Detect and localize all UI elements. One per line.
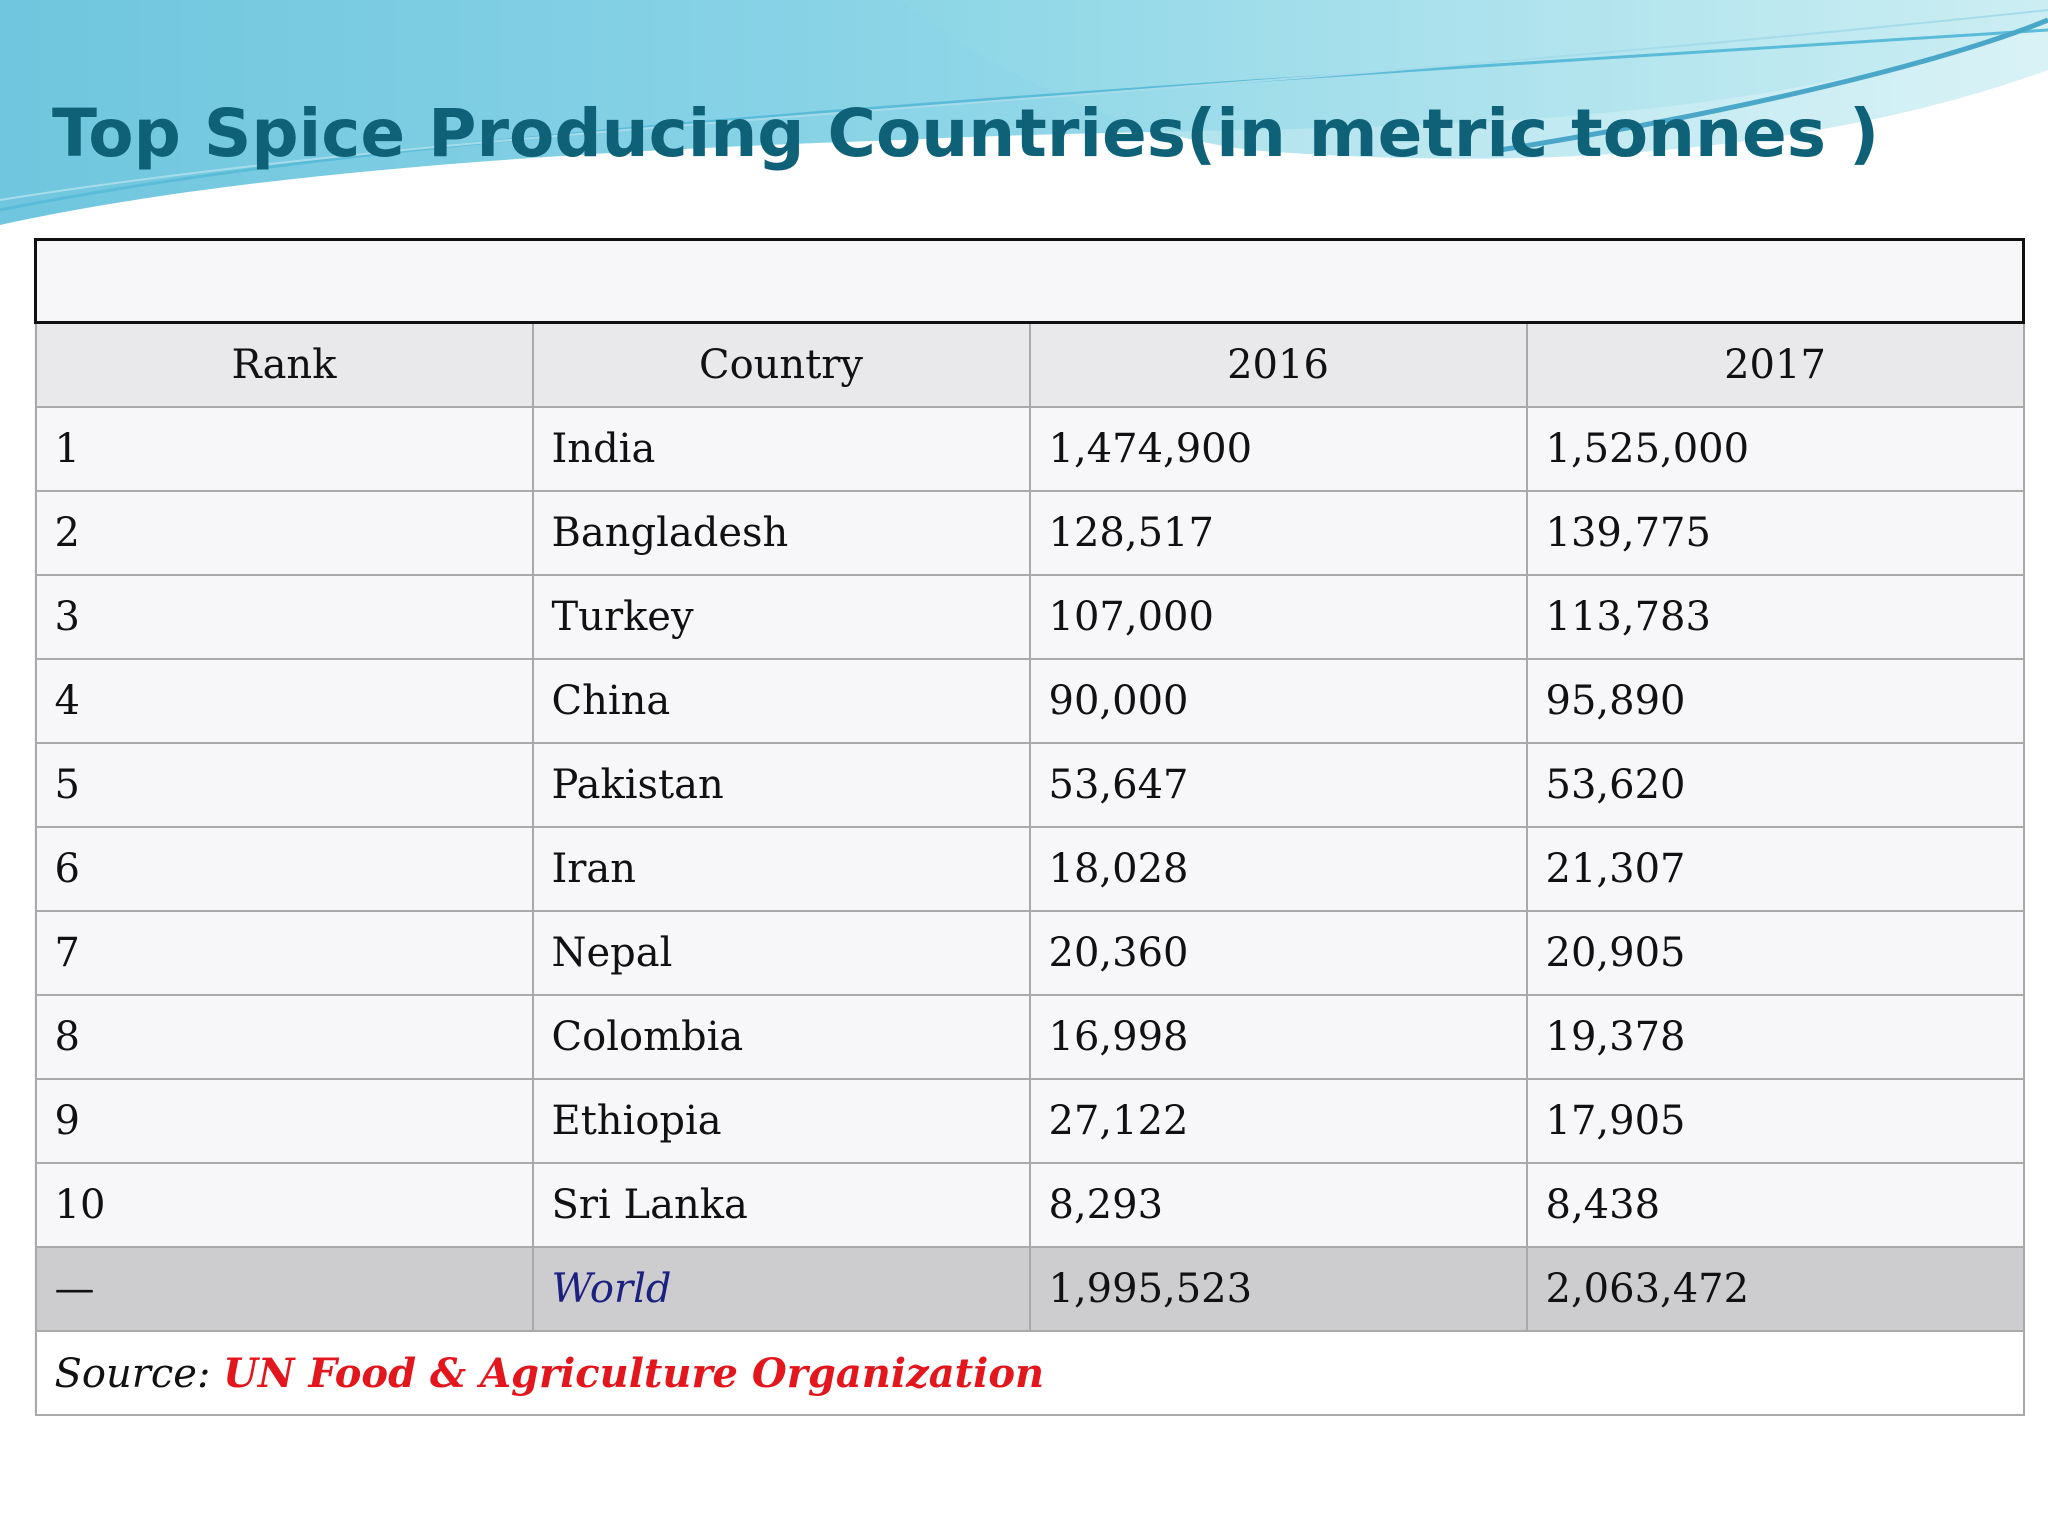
table-row: 1 India 1,474,900 1,525,000 (34, 406, 2025, 492)
world-2016-cell: 1,995,523 (1028, 1246, 1528, 1332)
source-label: Source: (54, 1350, 211, 1397)
value-2016-cell: 27,122 (1028, 1078, 1528, 1164)
table-row: 5 Pakistan 53,647 53,620 (34, 742, 2025, 828)
world-total-row: — World 1,995,523 2,063,472 (34, 1246, 2025, 1332)
rank-cell: 5 (34, 742, 534, 828)
rank-cell: 3 (34, 574, 534, 660)
country-cell: India (531, 406, 1031, 492)
header-wave-decoration (0, 0, 2048, 225)
table-row: 9 Ethiopia 27,122 17,905 (34, 1078, 2025, 1164)
value-2017-cell: 21,307 (1525, 826, 2025, 912)
value-2017-cell: 1,525,000 (1525, 406, 2025, 492)
value-2017-cell: 95,890 (1525, 658, 2025, 744)
table-row: 7 Nepal 20,360 20,905 (34, 910, 2025, 996)
table-row: 4 China 90,000 95,890 (34, 658, 2025, 744)
country-cell: Sri Lanka (531, 1162, 1031, 1248)
table-row: 2 Bangladesh 128,517 139,775 (34, 490, 2025, 576)
value-2016-cell: 16,998 (1028, 994, 1528, 1080)
value-2016-cell: 8,293 (1028, 1162, 1528, 1248)
value-2016-cell: 128,517 (1028, 490, 1528, 576)
rank-cell: — (34, 1246, 534, 1332)
rank-cell: 2 (34, 490, 534, 576)
value-2016-cell: 107,000 (1028, 574, 1528, 660)
column-header-2016: 2016 (1028, 321, 1528, 408)
value-2017-cell: 8,438 (1525, 1162, 2025, 1248)
value-2016-cell: 53,647 (1028, 742, 1528, 828)
value-2016-cell: 1,474,900 (1028, 406, 1528, 492)
country-cell: Colombia (531, 994, 1031, 1080)
table-row: 6 Iran 18,028 21,307 (34, 826, 2025, 912)
source-cell: Source: UN Food & Agriculture Organizati… (34, 1330, 2025, 1416)
value-2016-cell: 18,028 (1028, 826, 1528, 912)
table-caption-row (34, 238, 2025, 324)
table-row: 8 Colombia 16,998 19,378 (34, 994, 2025, 1080)
column-header-2017: 2017 (1525, 321, 2025, 408)
country-cell: Bangladesh (531, 490, 1031, 576)
table-row: 10 Sri Lanka 8,293 8,438 (34, 1162, 2025, 1248)
table-row: 3 Turkey 107,000 113,783 (34, 574, 2025, 660)
world-label: World (531, 1246, 1031, 1332)
value-2017-cell: 53,620 (1525, 742, 2025, 828)
rank-cell: 8 (34, 994, 534, 1080)
rank-cell: 6 (34, 826, 534, 912)
column-header-country: Country (531, 321, 1031, 408)
slide-title: Top Spice Producing Countries(in metric … (52, 95, 1880, 172)
rank-cell: 7 (34, 910, 534, 996)
spice-production-table: Rank Country 2016 2017 1 India 1,474,900… (34, 238, 2025, 1416)
value-2017-cell: 19,378 (1525, 994, 2025, 1080)
world-2017-cell: 2,063,472 (1525, 1246, 2025, 1332)
country-cell: China (531, 658, 1031, 744)
source-row: Source: UN Food & Agriculture Organizati… (34, 1330, 2025, 1416)
value-2017-cell: 20,905 (1525, 910, 2025, 996)
country-cell: Iran (531, 826, 1031, 912)
rank-cell: 10 (34, 1162, 534, 1248)
rank-cell: 9 (34, 1078, 534, 1164)
empty-caption-cell (34, 238, 2025, 324)
value-2016-cell: 90,000 (1028, 658, 1528, 744)
rank-cell: 4 (34, 658, 534, 744)
value-2017-cell: 17,905 (1525, 1078, 2025, 1164)
column-header-rank: Rank (34, 321, 534, 408)
country-cell: Pakistan (531, 742, 1031, 828)
value-2017-cell: 139,775 (1525, 490, 2025, 576)
table-header-row: Rank Country 2016 2017 (34, 321, 2025, 408)
source-organization: UN Food & Agriculture Organization (223, 1349, 1045, 1397)
rank-cell: 1 (34, 406, 534, 492)
country-cell: Ethiopia (531, 1078, 1031, 1164)
value-2016-cell: 20,360 (1028, 910, 1528, 996)
country-cell: Nepal (531, 910, 1031, 996)
value-2017-cell: 113,783 (1525, 574, 2025, 660)
country-cell: Turkey (531, 574, 1031, 660)
